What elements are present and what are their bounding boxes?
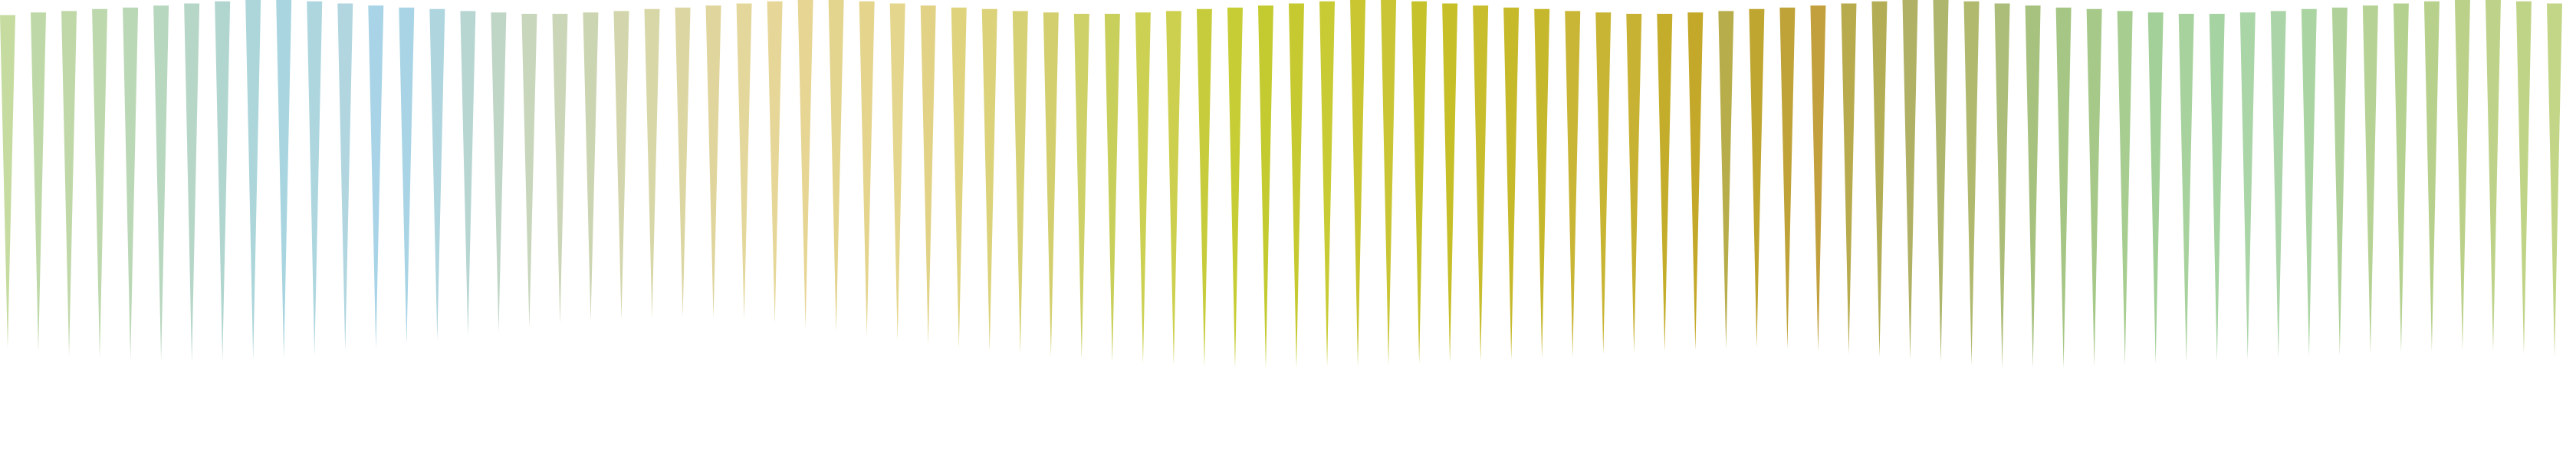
spike-55 bbox=[1657, 14, 1673, 352]
spike-83 bbox=[2515, 1, 2532, 355]
spike-75 bbox=[2270, 11, 2286, 359]
spike-76 bbox=[2301, 8, 2317, 357]
spike-74 bbox=[2239, 12, 2256, 360]
spike-81 bbox=[2454, 0, 2470, 350]
spike-50 bbox=[1503, 7, 1520, 360]
spike-24 bbox=[705, 5, 721, 319]
spike-65 bbox=[1963, 1, 1980, 366]
spike-39 bbox=[1165, 11, 1181, 366]
spike-7 bbox=[184, 3, 200, 363]
spike-32 bbox=[951, 7, 967, 349]
spike-35 bbox=[1043, 12, 1059, 357]
spike-4 bbox=[92, 8, 108, 359]
spike-9 bbox=[245, 0, 261, 360]
spike-78 bbox=[2362, 5, 2378, 354]
spike-28 bbox=[828, 0, 844, 333]
spike-25 bbox=[736, 3, 752, 320]
spike-41 bbox=[1227, 7, 1243, 369]
spike-1 bbox=[0, 15, 15, 349]
spike-20 bbox=[583, 12, 599, 321]
spike-26 bbox=[767, 1, 783, 324]
spike-5 bbox=[123, 7, 139, 360]
spike-46 bbox=[1381, 0, 1397, 366]
spike-21 bbox=[613, 11, 629, 320]
spike-31 bbox=[920, 5, 936, 345]
spike-22 bbox=[644, 8, 660, 319]
spike-37 bbox=[1104, 14, 1120, 363]
spike-23 bbox=[675, 7, 691, 317]
spike-77 bbox=[2331, 7, 2348, 356]
spike-49 bbox=[1473, 5, 1489, 361]
spike-40 bbox=[1196, 8, 1212, 367]
spike-13 bbox=[368, 5, 384, 349]
spike-34 bbox=[1012, 11, 1028, 355]
spike-17 bbox=[491, 12, 507, 333]
spike-58 bbox=[1749, 8, 1765, 347]
spike-29 bbox=[859, 1, 875, 337]
spike-61 bbox=[1841, 3, 1857, 354]
spike-42 bbox=[1257, 5, 1273, 368]
spike-30 bbox=[889, 3, 905, 340]
spike-15 bbox=[429, 8, 445, 340]
spike-44 bbox=[1319, 1, 1336, 367]
spike-56 bbox=[1687, 12, 1704, 350]
spike-64 bbox=[1933, 0, 1949, 363]
spike-72 bbox=[2178, 14, 2194, 363]
spike-18 bbox=[521, 14, 537, 328]
spike-84 bbox=[2547, 3, 2562, 357]
spike-36 bbox=[1073, 14, 1089, 360]
spike-66 bbox=[1994, 3, 2010, 368]
spike-19 bbox=[552, 14, 568, 324]
spike-51 bbox=[1534, 8, 1550, 359]
spike-12 bbox=[337, 3, 353, 352]
spike-6 bbox=[153, 5, 169, 361]
spike-48 bbox=[1442, 3, 1458, 363]
spike-63 bbox=[1902, 0, 1918, 360]
spike-43 bbox=[1289, 3, 1305, 368]
spike-3 bbox=[61, 11, 77, 356]
spike-59 bbox=[1779, 7, 1796, 349]
spike-62 bbox=[1871, 1, 1888, 357]
spike-27 bbox=[797, 0, 813, 328]
spike-11 bbox=[307, 1, 323, 356]
spike-73 bbox=[2209, 14, 2225, 361]
spike-38 bbox=[1135, 12, 1151, 364]
spike-8 bbox=[215, 1, 231, 362]
spike-47 bbox=[1411, 1, 1428, 364]
spike-52 bbox=[1565, 11, 1581, 357]
spike-80 bbox=[2423, 1, 2440, 352]
spike-82 bbox=[2485, 0, 2501, 352]
spike-53 bbox=[1595, 12, 1612, 354]
spike-67 bbox=[2025, 5, 2041, 368]
spike-68 bbox=[2055, 7, 2072, 369]
spike-79 bbox=[2393, 3, 2409, 353]
spike-70 bbox=[2117, 11, 2133, 366]
spike-57 bbox=[1718, 11, 1734, 349]
spike-2 bbox=[31, 12, 47, 352]
spike-16 bbox=[460, 11, 476, 337]
spike-60 bbox=[1810, 5, 1826, 352]
spike-71 bbox=[2147, 12, 2164, 364]
spike-45 bbox=[1350, 0, 1366, 367]
spike-69 bbox=[2086, 8, 2102, 367]
spike-10 bbox=[276, 0, 292, 359]
spike-33 bbox=[981, 8, 997, 352]
spike-54 bbox=[1626, 14, 1642, 353]
spike-14 bbox=[399, 7, 415, 345]
